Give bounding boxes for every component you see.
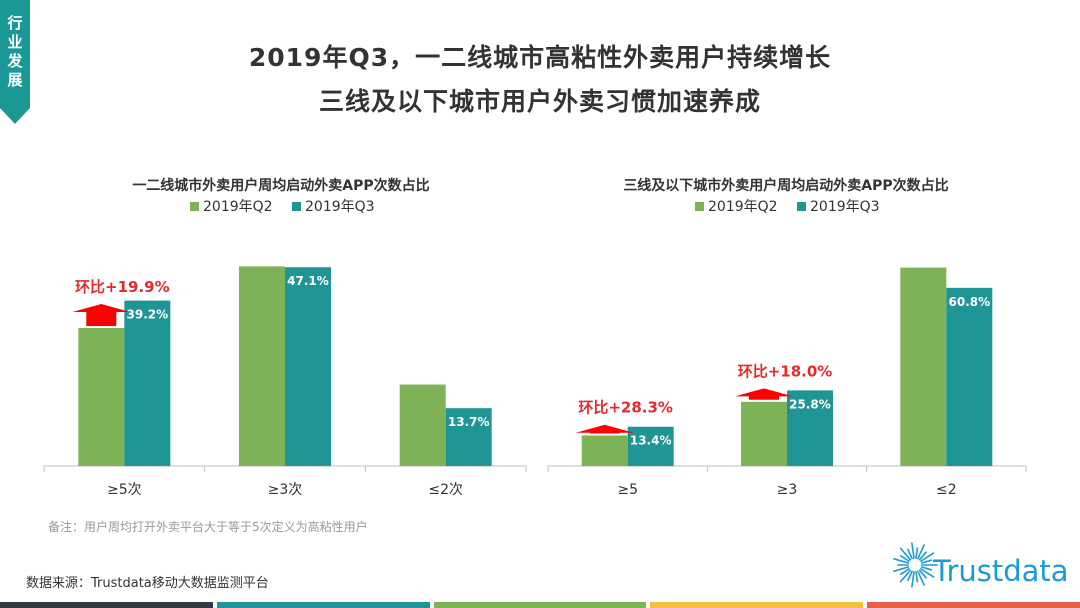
sunburst-ray: [920, 559, 933, 564]
strip-segment-1: [0, 602, 213, 608]
strip-segment-3: [433, 602, 647, 608]
section-tag: 行业发展: [0, 0, 30, 128]
legend-label: 2019年Q2: [203, 199, 273, 215]
bar-q3: [445, 408, 492, 466]
sunburst-ray: [899, 567, 910, 576]
growth-arrow: [575, 424, 634, 434]
legend-label: 2019年Q3: [810, 199, 880, 215]
legend-swatch: [695, 202, 704, 211]
category-label: ≥3: [777, 482, 798, 498]
category-label: ≤2次: [428, 482, 463, 498]
footnote: 备注：用户周均打开外卖平台大于等于5次定义为高粘性用户: [48, 520, 368, 534]
growth-annotation: 环比+18.0%: [738, 362, 833, 380]
strip-segment-5: [867, 602, 1080, 608]
sunburst-ray: [917, 544, 925, 560]
sunburst-ray: [915, 547, 919, 559]
data-label: 47.1%: [287, 274, 329, 288]
sunburst-ray: [899, 554, 910, 563]
data-label: 39.2%: [127, 308, 169, 322]
sunburst-icon: [893, 542, 938, 588]
section-tag-label: 行业发展: [7, 14, 23, 89]
sunburst-ray: [918, 551, 927, 561]
chart-title: 一二线城市外卖用户周均启动外卖APP次数占比: [132, 177, 429, 194]
legend-swatch: [292, 202, 301, 211]
sunburst-ray: [899, 547, 912, 561]
chart-tier3-below-cities: 三线及以下城市外卖用户周均启动外卖APP次数占比 2019年Q2 2019年Q3 13…: [547, 177, 1027, 498]
headline-line-1: 2019年Q3，一二线城市高粘性外卖用户持续增长: [248, 43, 832, 72]
sunburst-ray: [920, 552, 935, 563]
bar-q2: [581, 435, 628, 466]
strip-segment-4: [650, 602, 864, 608]
legend-label: 2019年Q3: [305, 199, 375, 215]
sunburst-ray: [911, 542, 915, 559]
sunburst-ray: [917, 570, 925, 586]
category-label: ≥3次: [268, 482, 303, 498]
data-label: 13.4%: [630, 434, 672, 448]
bar-q2: [900, 267, 947, 466]
bar-q2: [399, 384, 446, 466]
category-label: ≥5次: [107, 482, 142, 498]
sunburst-ray: [907, 548, 913, 560]
sunburst-ray: [920, 567, 935, 578]
legend-swatch: [797, 202, 806, 211]
sunburst-ray: [918, 569, 927, 579]
trustdata-logo: Trustdata: [890, 534, 1070, 592]
growth-arrow: [735, 388, 793, 400]
bar-q3: [787, 390, 833, 466]
category-label: ≥5: [617, 482, 638, 498]
data-source: 数据来源：Trustdata移动大数据监测平台: [26, 576, 269, 591]
brand-name: Trustdata: [933, 554, 1069, 588]
bar-q3: [124, 300, 171, 466]
section-tag-background: [0, 0, 30, 124]
chart-title: 三线及以下城市外卖用户周均启动外卖APP次数占比: [623, 177, 948, 194]
headline-line-2: 三线及以下城市用户外卖习惯加速养成: [318, 87, 761, 116]
strip-segment-2: [216, 602, 430, 608]
sunburst-ray: [899, 569, 912, 583]
bottom-color-strip: [0, 602, 1080, 608]
chart-tier1-2-cities: 一二线城市外卖用户周均启动外卖APP次数占比 2019年Q2 2019年Q3 39.2…: [43, 177, 527, 498]
category-label: ≤2: [936, 482, 957, 498]
bar-q2: [78, 328, 125, 466]
data-label: 13.7%: [448, 415, 490, 429]
sunburst-ray: [893, 557, 910, 564]
growth-annotation: 环比+28.3%: [578, 399, 673, 417]
bar-q3: [285, 267, 331, 466]
sunburst-ray: [893, 566, 910, 573]
bar-q3: [627, 426, 674, 466]
sunburst-ray: [920, 566, 933, 571]
sunburst-ray: [911, 571, 915, 588]
growth-annotation: 环比+19.9%: [75, 278, 170, 296]
sunburst-ray: [915, 571, 919, 583]
legend-label: 2019年Q2: [708, 199, 778, 215]
data-label: 60.8%: [949, 295, 991, 309]
bar-q2: [239, 266, 285, 466]
bar-q2: [741, 401, 787, 466]
bar-q3: [946, 287, 993, 466]
legend-swatch: [190, 202, 199, 211]
data-label: 25.8%: [789, 397, 831, 411]
growth-arrow: [72, 304, 131, 326]
sunburst-ray: [907, 570, 913, 582]
